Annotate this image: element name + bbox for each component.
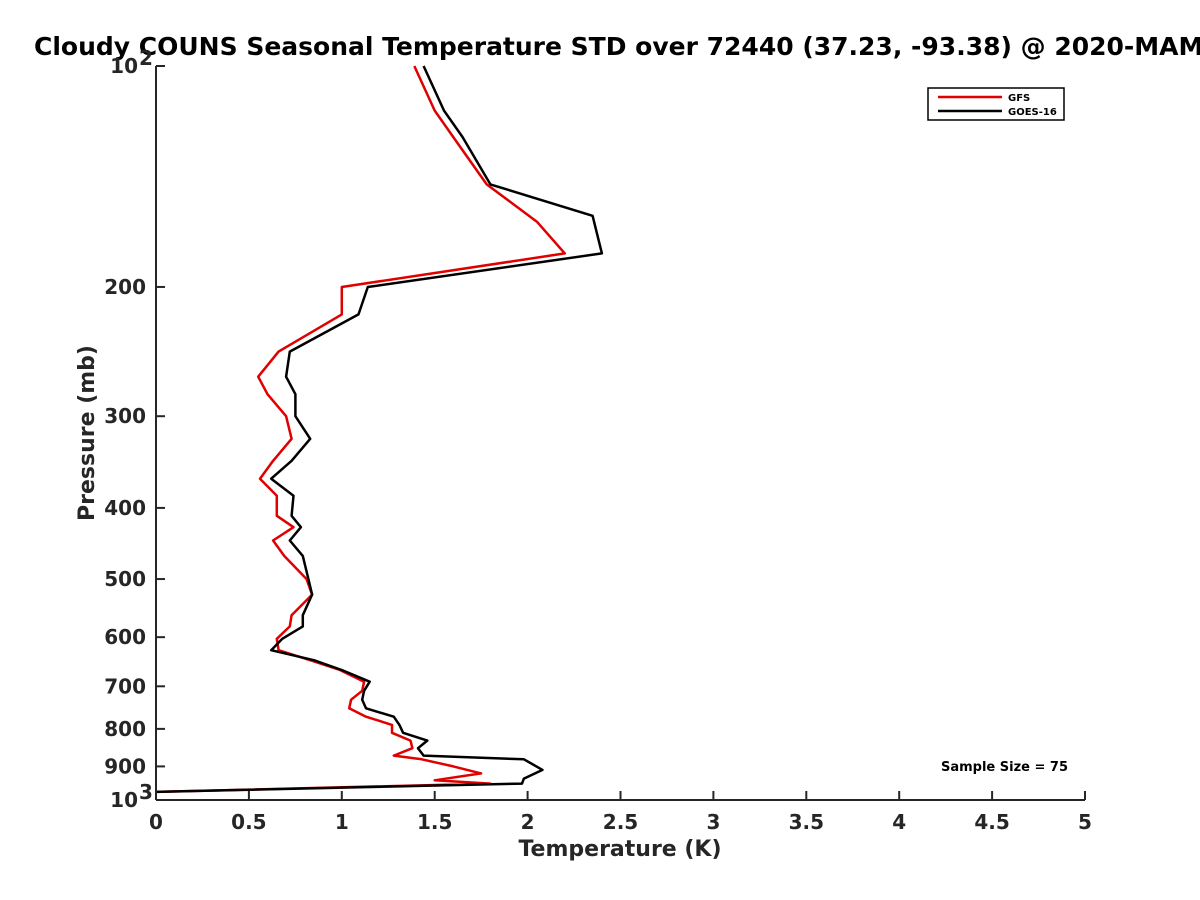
x-tick-label: 4 xyxy=(892,810,906,834)
x-tick-label: 1.5 xyxy=(417,810,452,834)
x-tick-label: 3.5 xyxy=(789,810,824,834)
y-tick-exponent: 3 xyxy=(139,780,153,804)
y-tick-label: 800 xyxy=(104,717,146,741)
legend: GFS GOES-16 xyxy=(927,87,1065,121)
y-tick-label: 700 xyxy=(104,674,146,698)
plot-area xyxy=(156,66,1085,800)
x-tick-label: 0.5 xyxy=(231,810,266,834)
series-line-gfs xyxy=(155,65,567,794)
y-tick-label: 600 xyxy=(104,625,146,649)
y-axis-label: Pressure (mb) xyxy=(75,345,100,521)
x-tick-label: 2.5 xyxy=(603,810,638,834)
series-line-goes-16 xyxy=(155,65,604,794)
y-tick-label: 500 xyxy=(104,567,146,591)
y-tick-label: 900 xyxy=(104,754,146,778)
x-ticks: 0 0.5 1 1.5 2 2.5 3 3.5 4 4.5 5 xyxy=(149,791,1092,834)
y-tick-label: 200 xyxy=(104,275,146,299)
y-tick-exponent: 2 xyxy=(139,46,153,70)
x-tick-label: 2 xyxy=(521,810,535,834)
chart-title: Cloudy COUNS Seasonal Temperature STD ov… xyxy=(34,32,1200,61)
x-tick-label: 5 xyxy=(1078,810,1092,834)
x-axis-label: Temperature (K) xyxy=(518,837,721,862)
x-tick-label: 3 xyxy=(706,810,720,834)
y-tick-label: 10 xyxy=(110,54,138,78)
legend-label: GOES-16 xyxy=(1008,107,1057,118)
legend-label: GFS xyxy=(1008,93,1030,104)
y-tick-label: 300 xyxy=(104,404,146,428)
x-tick-label: 1 xyxy=(335,810,349,834)
x-tick-label: 0 xyxy=(149,810,163,834)
sample-size-annotation: Sample Size = 75 xyxy=(941,760,1068,775)
y-tick-label: 10 xyxy=(110,788,138,812)
legend-box xyxy=(927,87,1065,121)
series-layer xyxy=(155,65,604,794)
y-tick-label: 400 xyxy=(104,496,146,520)
x-tick-label: 4.5 xyxy=(974,810,1009,834)
